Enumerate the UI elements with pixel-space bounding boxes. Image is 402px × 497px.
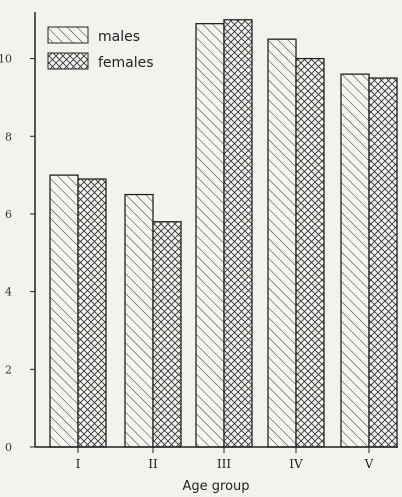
legend-label-males: males (98, 29, 140, 45)
bar-males-IV (267, 38, 297, 448)
y-tick-label: 6 (5, 208, 12, 221)
legend-item-males: males (47, 26, 140, 45)
bar-males-I (49, 174, 79, 448)
legend-swatch-males (47, 26, 89, 44)
x-tick-label: IV (289, 457, 303, 471)
x-tick-label: I (76, 457, 81, 471)
bar-males-III (195, 23, 225, 448)
y-tick-label: 4 (5, 286, 12, 299)
x-tick-label: III (217, 457, 231, 471)
bar-males-II (124, 193, 154, 448)
legend-label-females: females (98, 55, 154, 71)
y-tick-label: 10 (0, 53, 12, 66)
legend-swatch-females (47, 52, 89, 70)
x-axis: I II III IV V (35, 446, 398, 471)
bar-females-II (152, 221, 182, 448)
bar-males-V (340, 73, 370, 448)
bar-females-III (223, 19, 253, 448)
x-tick-label: V (364, 457, 374, 471)
bars (49, 19, 398, 448)
legend-item-females: females (47, 52, 154, 71)
x-tick-label: II (148, 457, 158, 471)
y-tick-label: 0 (5, 441, 12, 454)
bar-females-IV (295, 57, 325, 448)
bar-females-V (368, 77, 398, 448)
y-axis: 0 2 4 6 8 10 (0, 12, 36, 454)
legend: males females (47, 26, 154, 71)
bar-females-I (77, 178, 107, 448)
y-tick-label: 8 (5, 130, 12, 143)
y-tick-label: 2 (5, 363, 12, 376)
x-axis-title: Age group (182, 479, 249, 494)
